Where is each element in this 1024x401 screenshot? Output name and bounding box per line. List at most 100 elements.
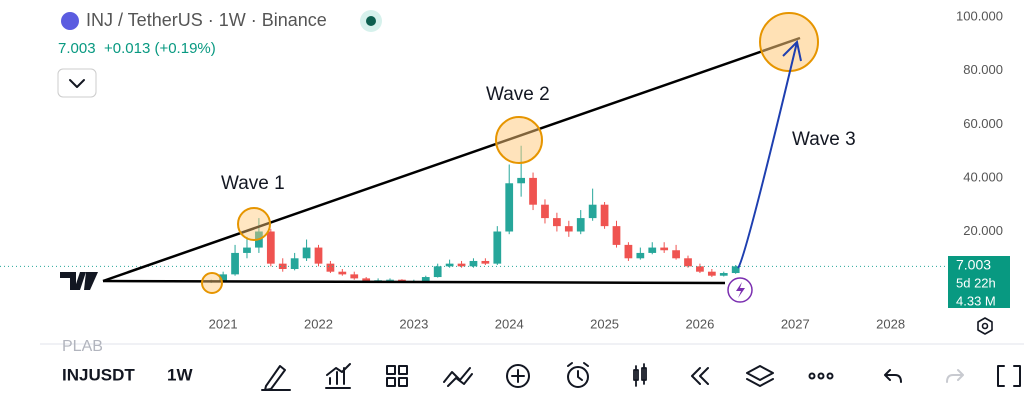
candle-body xyxy=(576,218,585,232)
candle-body xyxy=(564,226,573,232)
bar-type-icon[interactable] xyxy=(633,363,647,387)
layouts-icon[interactable] xyxy=(386,365,408,387)
candle-body xyxy=(350,274,359,279)
candle-body xyxy=(696,266,704,272)
y-tick-label: 60.000 xyxy=(963,116,1003,131)
candle-body xyxy=(600,204,609,227)
candle-body xyxy=(636,252,645,259)
candle-body xyxy=(481,260,490,264)
candle-body xyxy=(362,278,371,282)
toolbar-symbol[interactable]: INJUSDT xyxy=(62,365,135,384)
replay-icon[interactable] xyxy=(691,367,709,385)
x-tick-label: 2028 xyxy=(876,316,905,331)
candle-body xyxy=(672,250,680,259)
price-tag-price: 7.003 xyxy=(956,257,991,273)
candle-body xyxy=(278,263,287,270)
more-icon xyxy=(817,372,825,380)
candle-body xyxy=(326,263,335,272)
candle-body xyxy=(445,263,454,267)
annotation: Wave 3 xyxy=(792,129,856,150)
y-tick-label: 100.000 xyxy=(956,9,1003,24)
undo-icon[interactable] xyxy=(884,369,902,383)
candle-body xyxy=(338,271,347,275)
coin-icon xyxy=(61,12,79,30)
candle-body xyxy=(386,279,394,281)
highlight-circle xyxy=(759,12,819,72)
last-price: 7.003 xyxy=(58,40,96,57)
price-tag-volume: 4.33 M xyxy=(956,293,996,308)
annotation: Wave 2 xyxy=(486,84,550,105)
candle-body xyxy=(457,263,466,267)
prev-symbol[interactable]: PLAB xyxy=(62,338,103,355)
highlight-circle xyxy=(495,116,543,164)
candle-body xyxy=(398,279,406,282)
candle-body xyxy=(529,177,537,205)
candle-body xyxy=(469,260,478,267)
toolbar-icons xyxy=(261,362,1021,391)
y-tick-label: 40.000 xyxy=(963,169,1003,184)
candle-body xyxy=(421,277,430,282)
highlight-circle xyxy=(201,272,223,294)
upper-trendline xyxy=(102,36,801,283)
symbol-title: INJ / TetherUS · 1W · Binance xyxy=(86,10,327,30)
candle-body xyxy=(290,258,299,270)
draw-icon[interactable] xyxy=(261,365,291,391)
candle-body xyxy=(719,273,728,276)
logo xyxy=(60,272,98,290)
alert-icon-hands xyxy=(567,362,589,381)
candle-body xyxy=(684,258,692,267)
x-tick-label: 2026 xyxy=(685,316,714,331)
lower-trendline xyxy=(102,279,726,285)
redo-icon[interactable] xyxy=(946,369,964,383)
candle-body xyxy=(648,247,657,253)
toolbar-interval[interactable]: 1W xyxy=(167,365,193,384)
candle-body xyxy=(624,244,633,259)
objects-icon[interactable] xyxy=(746,365,774,387)
status-dot xyxy=(366,16,376,26)
bolt xyxy=(736,282,745,298)
x-tick-label: 2025 xyxy=(590,316,619,331)
more-icon xyxy=(826,372,834,380)
candle-body xyxy=(517,177,526,184)
x-tick-label: 2022 xyxy=(304,316,333,331)
candle-body xyxy=(231,252,239,275)
settings-icon[interactable] xyxy=(977,317,993,335)
candle-body xyxy=(731,266,740,274)
candle-body xyxy=(314,247,323,264)
y-tick-label: 20.000 xyxy=(963,223,1003,238)
price-tag xyxy=(948,256,1010,308)
x-tick-label: 2021 xyxy=(209,316,238,331)
settings-icon-core xyxy=(981,322,989,330)
x-tick-label: 2024 xyxy=(495,316,524,331)
candle-body xyxy=(505,183,514,232)
candle-body xyxy=(707,271,716,276)
compare-icon[interactable] xyxy=(443,367,473,387)
price-change: +0.013 (+0.19%) xyxy=(104,40,216,57)
candle-body xyxy=(553,218,561,227)
candle-body xyxy=(219,274,228,282)
candle-body xyxy=(612,226,621,245)
more-icon[interactable] xyxy=(808,372,816,380)
fullscreen-icon[interactable] xyxy=(997,365,1021,387)
indicators-icon[interactable] xyxy=(325,363,351,389)
candle-body xyxy=(433,266,442,278)
alert-icon[interactable] xyxy=(567,366,589,388)
highlight-circle xyxy=(237,207,271,241)
candle-body xyxy=(243,247,251,253)
x-tick-label: 2027 xyxy=(781,316,810,331)
collapse-button[interactable] xyxy=(57,68,97,98)
candle-body xyxy=(541,204,549,219)
annotation: Wave 1 xyxy=(221,173,285,194)
projection-arrow xyxy=(737,39,802,269)
candle-body xyxy=(588,204,597,219)
price-tag-countdown: 5d 22h xyxy=(956,275,996,290)
chevron xyxy=(69,79,85,88)
y-tick-label: 80.000 xyxy=(963,62,1003,77)
add-icon-plus xyxy=(511,369,525,383)
add-icon[interactable] xyxy=(506,364,530,388)
candle-body xyxy=(660,247,669,251)
candle-body xyxy=(302,247,311,259)
x-tick-label: 2023 xyxy=(399,316,428,331)
candle-body xyxy=(266,231,275,264)
